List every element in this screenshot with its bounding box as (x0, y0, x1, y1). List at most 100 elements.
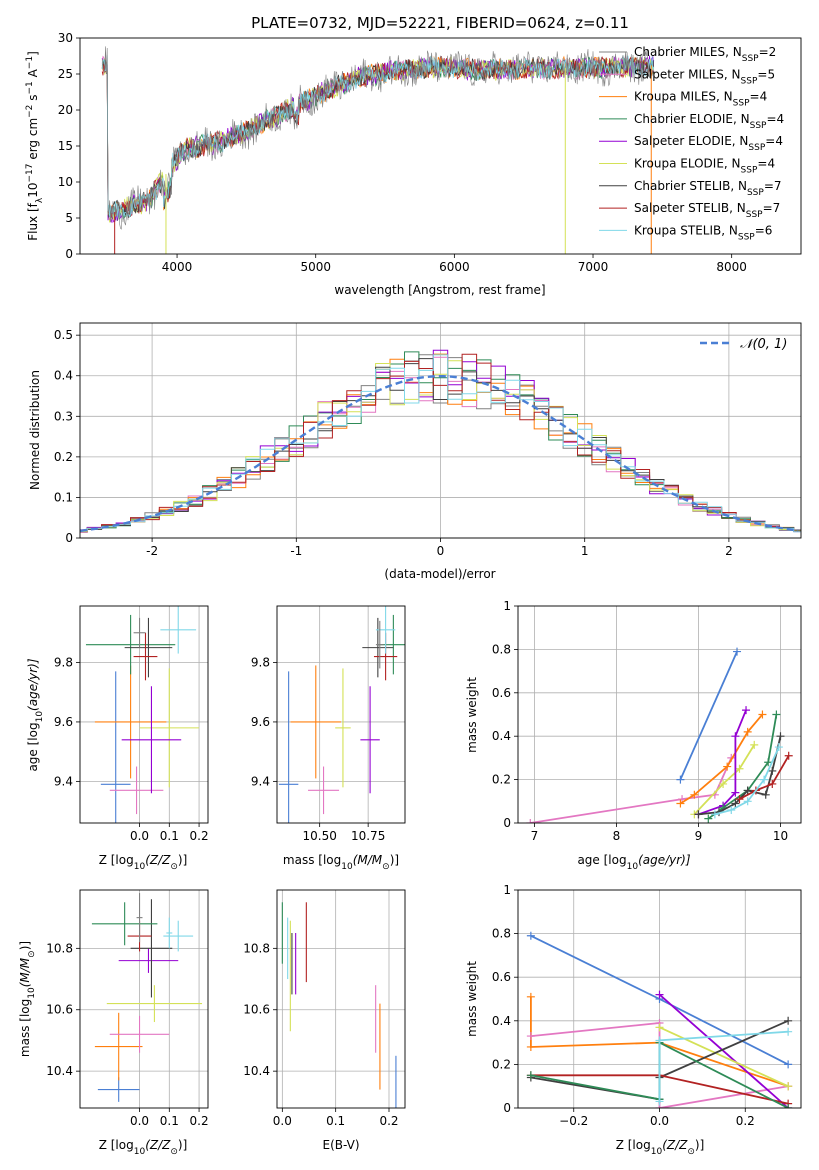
errorbar-SM (308, 766, 340, 815)
y-tick-label: 0.4 (54, 369, 73, 383)
axes-frame (79, 37, 802, 255)
y-tick-label: 1 (503, 883, 511, 897)
weight-marker (768, 766, 777, 775)
weight-marker (719, 779, 728, 788)
errorbar-SS (133, 632, 158, 681)
weight-marker (526, 1042, 535, 1051)
x-tick-label: 0.1 (160, 1114, 179, 1128)
y-tick-label: 10.8 (46, 941, 73, 955)
weight-line-CE (707, 714, 778, 820)
weight-marker (735, 764, 744, 773)
y-tick-label: 5 (65, 211, 73, 225)
spectrum-panel-marks (101, 46, 655, 254)
weight-line-extra (679, 651, 738, 780)
spectrum-line-CM (101, 46, 654, 230)
weight-marker (784, 1104, 793, 1108)
weight-marker (733, 647, 742, 656)
y-tick-label: 0.2 (492, 1057, 511, 1071)
errorbar-CE (91, 902, 158, 946)
y-tick-label: 10.4 (243, 1064, 270, 1078)
y-tick-label: 0 (65, 531, 73, 545)
y-tick-label: 0.6 (492, 686, 511, 700)
y-tick-label: 0.1 (54, 490, 73, 504)
x-tick-label: 0.0 (273, 1114, 292, 1128)
y-tick-label: 15 (58, 139, 73, 153)
legend-entry: Salpeter ELODIE, NSSP=4 (634, 134, 783, 153)
x-tick-label: 7 (531, 829, 539, 843)
weight-marker (784, 1027, 793, 1036)
age-vs-Z-panel: 0.0 0.1 0.2 9.4 9.6 9.8 (54, 605, 209, 843)
y-tick-label: 0 (65, 247, 73, 261)
errorbar-KE (106, 985, 203, 1023)
x-axis-label: wavelength [Angstrom, rest frame] (334, 283, 545, 297)
errorbar-SE (121, 686, 182, 794)
y-tick-label: 0.8 (492, 642, 511, 656)
weight-marker (676, 799, 685, 808)
weight-marker (761, 790, 770, 799)
y-tick-label: 9.4 (54, 774, 73, 788)
weight-marker (774, 743, 783, 752)
weight-marker (690, 790, 699, 799)
legend-entry: Chabrier STELIB, NSSP=7 (634, 179, 782, 198)
x-tick-label: 0.2 (736, 1114, 755, 1128)
weight-marker (655, 1023, 664, 1032)
errorbar-CS (362, 617, 394, 678)
errorbar-CS (130, 899, 173, 998)
weight-marker (735, 795, 744, 804)
y-tick-label: 10.6 (243, 1003, 270, 1017)
weight-line-SM (530, 757, 733, 823)
y-axis-label-group: Flux [fλ10−17 erg cm−2 s−1 A−1] (25, 51, 45, 241)
weight-marker (742, 706, 751, 715)
y-tick-label: 0.4 (492, 1014, 511, 1028)
x-tick-label: -2 (146, 544, 158, 558)
y-tick-label: 10.6 (46, 1003, 73, 1017)
spectrum-legend: Chabrier MILES, NSSP=2 Salpeter MILES, NS… (599, 45, 784, 242)
errorbar-SM (109, 1015, 170, 1053)
x-tick-label: 10.50 (302, 829, 336, 843)
errorbar-extra (100, 671, 131, 823)
x-axis-label: Z [log10(Z/Z⊙)] (99, 1138, 188, 1157)
y-tick-label: 20 (58, 103, 73, 117)
y-tick-label: 9.6 (54, 715, 73, 729)
x-axis-label: E(B-V) (322, 1138, 359, 1152)
weight-marker (526, 819, 535, 823)
weight-marker (704, 814, 713, 823)
axes-frame (276, 605, 406, 824)
x-tick-label: 4000 (162, 260, 193, 274)
y-tick-label: 9.8 (251, 655, 270, 669)
weight-marker (694, 810, 703, 819)
errorbar-CM (375, 620, 384, 669)
normal-curve (80, 375, 799, 533)
weight-line-KE (693, 744, 755, 815)
weight-marker (784, 1016, 793, 1025)
weight-line-KM (530, 996, 789, 1088)
weight-marker (655, 990, 664, 999)
x-axis-label: age [log10(age/yr)] (577, 853, 690, 872)
weight-marker (772, 710, 781, 719)
y-tick-label: 0 (503, 1101, 511, 1115)
legend-entry: Salpeter MILES, NSSP=5 (634, 67, 775, 86)
y-tick-label: 0.2 (54, 450, 73, 464)
errorbar-KS (160, 606, 197, 654)
x-tick-label: 0 (437, 544, 445, 558)
x-tick-label: 2 (725, 544, 733, 558)
legend-entry: Chabrier ELODIE, NSSP=4 (634, 112, 784, 131)
errorbar-CM (133, 617, 146, 648)
legend-entry: Kroupa ELODIE, NSSP=4 (634, 157, 775, 176)
weight-marker (731, 799, 740, 808)
errorbar-CM (136, 893, 143, 943)
x-tick-label: −0.2 (559, 1114, 588, 1128)
weight-marker (776, 732, 785, 741)
weight-marker (655, 1097, 664, 1106)
weight-marker (727, 805, 736, 814)
x-tick-label: 1 (581, 544, 589, 558)
weight-marker (743, 797, 752, 806)
weight-line-KE (659, 1026, 789, 1088)
errorbar-KS (166, 917, 173, 949)
y-tick-label: 9.6 (251, 715, 270, 729)
x-tick-label: 0.2 (190, 1114, 209, 1128)
weight-marker (723, 762, 732, 771)
y-tick-label: 0.5 (54, 328, 73, 342)
axes-frame (79, 605, 209, 824)
weight-marker (784, 751, 793, 760)
